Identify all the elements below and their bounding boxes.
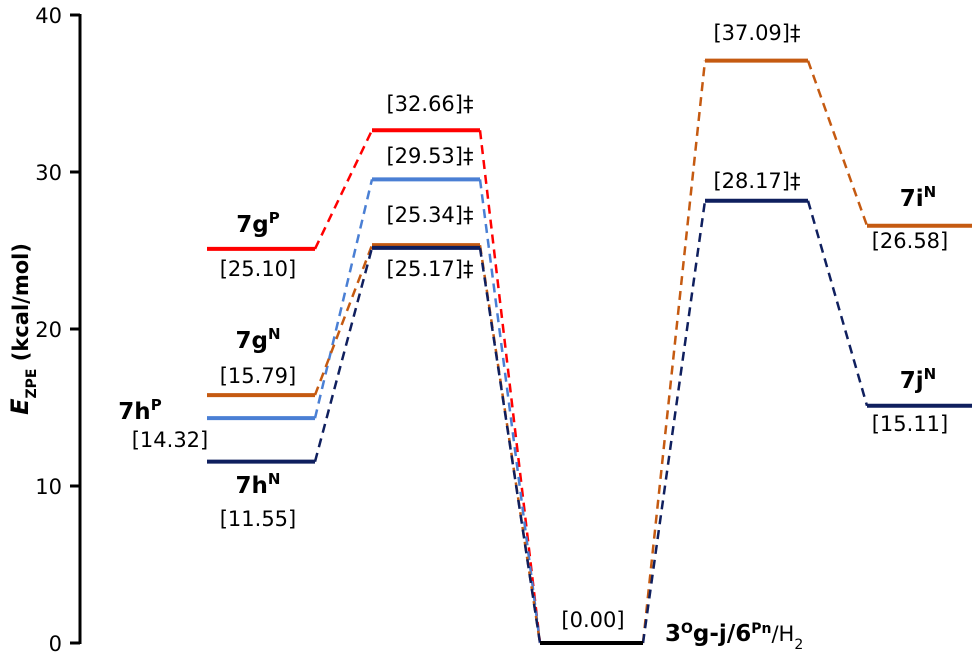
- label-part: /H: [771, 622, 794, 646]
- y-tick-label: 10: [35, 475, 62, 499]
- value-label: [32.66]‡: [386, 92, 473, 116]
- species-name: 7g: [236, 212, 268, 238]
- value-label: [29.53]‡: [386, 144, 473, 168]
- connector: [478, 179, 542, 644]
- connector: [313, 129, 374, 250]
- connector: [478, 130, 542, 644]
- value-label: [25.10]: [220, 257, 297, 281]
- value-label: [28.17]‡: [713, 169, 800, 193]
- species-sup: P: [151, 396, 162, 414]
- connector: [313, 247, 374, 462]
- connector: [313, 244, 374, 396]
- value-label: [14.32]: [132, 428, 209, 452]
- species-sup: N: [924, 365, 937, 383]
- species-name: 7h: [236, 473, 268, 499]
- species-name: 7g: [235, 328, 267, 354]
- label-part: Pn: [751, 621, 771, 637]
- species-label: 7gN: [235, 325, 280, 354]
- species-label: 7iN: [900, 183, 936, 212]
- y-tick-label: 30: [35, 161, 62, 185]
- connector: [313, 179, 374, 419]
- species-label: 7hP: [118, 396, 161, 425]
- value-label: [11.55]: [220, 507, 297, 531]
- species-label: 7hN: [236, 470, 281, 499]
- value-label: [25.34]‡: [386, 203, 473, 227]
- species-sup: N: [268, 470, 281, 488]
- species-sup: N: [924, 183, 937, 201]
- species-name: 7j: [900, 368, 924, 394]
- connector: [806, 60, 869, 227]
- label-part: 2: [794, 637, 803, 653]
- connector: [641, 60, 707, 644]
- y-axis-label: EZPE (kcal/mol): [6, 243, 40, 415]
- value-label: [25.17]‡: [386, 257, 473, 281]
- label-part: (kcal/mol): [9, 243, 33, 368]
- value-label: [26.58]: [872, 229, 949, 253]
- reference-value-label: [0.00]: [561, 608, 624, 632]
- y-tick-label: 20: [35, 318, 62, 342]
- value-label: [15.11]: [872, 412, 949, 436]
- species-name: 7i: [900, 186, 924, 212]
- label-part: 3: [665, 621, 681, 647]
- label-part: ZPE: [24, 369, 40, 399]
- y-tick-label: 0: [49, 632, 62, 656]
- value-label: [37.09]‡: [713, 21, 800, 45]
- species-name: 7h: [118, 399, 150, 425]
- species-label: 7jN: [900, 365, 936, 394]
- connector: [806, 200, 869, 407]
- reference-label: 3Og-j/6Pn/H2: [665, 621, 803, 653]
- label-part: E: [6, 398, 34, 415]
- species-sup: P: [269, 209, 280, 227]
- connector: [478, 247, 542, 644]
- label-part: g-j/6: [693, 621, 751, 647]
- connector: [641, 200, 707, 644]
- species-sup: N: [268, 325, 281, 343]
- label-part: O: [681, 621, 693, 637]
- value-label: [15.79]: [220, 364, 297, 388]
- y-tick-label: 40: [35, 4, 62, 28]
- species-label: 7gP: [236, 209, 279, 238]
